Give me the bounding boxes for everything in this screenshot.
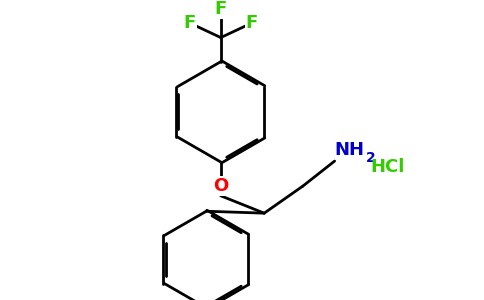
- Text: F: F: [184, 14, 196, 32]
- Text: F: F: [214, 0, 227, 18]
- Text: F: F: [245, 14, 258, 32]
- Text: NH: NH: [334, 141, 364, 159]
- Text: O: O: [213, 177, 228, 195]
- Text: 2: 2: [365, 151, 375, 165]
- Text: HCl: HCl: [370, 158, 405, 176]
